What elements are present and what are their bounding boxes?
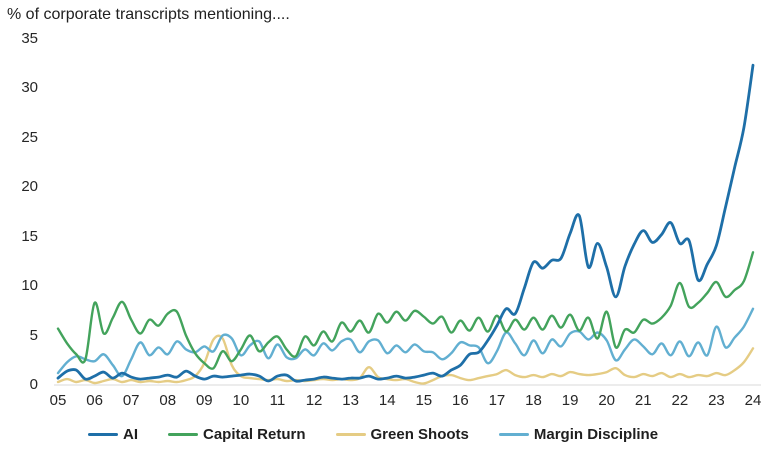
x-tick-label-08: 08 bbox=[159, 392, 177, 409]
legend-label-capital-return: Capital Return bbox=[203, 426, 306, 443]
y-tick-label-10: 10 bbox=[21, 277, 38, 294]
x-tick-label-15: 15 bbox=[415, 392, 433, 409]
legend-item-ai: AI bbox=[88, 426, 138, 443]
legend-label-ai: AI bbox=[123, 426, 138, 443]
green-shoots-line-swatch-icon bbox=[335, 433, 366, 436]
x-tick-label-12: 12 bbox=[305, 392, 323, 409]
y-tick-label-35: 35 bbox=[21, 29, 38, 47]
x-tick-label-20: 20 bbox=[598, 392, 616, 409]
capital-return-line-swatch-icon bbox=[168, 433, 198, 436]
x-tick-label-19: 19 bbox=[561, 392, 579, 409]
legend-item-green-shoots: Green Shoots bbox=[335, 426, 469, 443]
y-tick-label-15: 15 bbox=[21, 227, 38, 245]
x-tick-label-09: 09 bbox=[195, 392, 213, 409]
y-tick-label-20: 20 bbox=[21, 178, 38, 195]
x-tick-label-22: 22 bbox=[671, 392, 689, 409]
x-tick-label-24: 24 bbox=[744, 392, 762, 409]
x-tick-label-07: 07 bbox=[122, 392, 140, 409]
x-tick-label-06: 06 bbox=[86, 392, 103, 409]
y-tick-label-30: 30 bbox=[21, 79, 38, 96]
series-line-margin-discipline bbox=[56, 307, 755, 378]
y-tick-label-25: 25 bbox=[21, 128, 38, 146]
x-tick-label-10: 10 bbox=[232, 392, 250, 409]
ai-line-swatch-icon bbox=[88, 433, 118, 436]
chart-title: % of corporate transcripts mentioning...… bbox=[7, 6, 290, 23]
margin-discipline-line-swatch-icon bbox=[498, 433, 529, 436]
x-tick-label-18: 18 bbox=[525, 392, 542, 409]
x-tick-label-14: 14 bbox=[378, 392, 396, 409]
y-tick-label-0: 0 bbox=[29, 376, 38, 393]
x-tick-label-16: 16 bbox=[452, 392, 469, 409]
x-tick-label-13: 13 bbox=[342, 392, 359, 409]
legend-item-capital-return: Capital Return bbox=[168, 426, 306, 443]
legend-label-green-shoots: Green Shoots bbox=[370, 426, 469, 443]
series-line-capital-return bbox=[56, 251, 755, 370]
chart-legend: AI Capital Return Green Shoots Margin Di… bbox=[88, 426, 658, 443]
y-tick-label-5: 5 bbox=[29, 326, 38, 344]
x-tick-label-11: 11 bbox=[269, 392, 286, 409]
x-tick-label-23: 23 bbox=[708, 392, 725, 409]
legend-item-margin-discipline: Margin Discipline bbox=[498, 426, 659, 443]
legend-label-margin-discipline: Margin Discipline bbox=[533, 426, 659, 443]
series-line-ai bbox=[56, 63, 755, 383]
x-tick-label-05: 05 bbox=[49, 392, 67, 409]
x-tick-label-17: 17 bbox=[488, 392, 506, 409]
x-tick-label-21: 21 bbox=[634, 392, 652, 409]
